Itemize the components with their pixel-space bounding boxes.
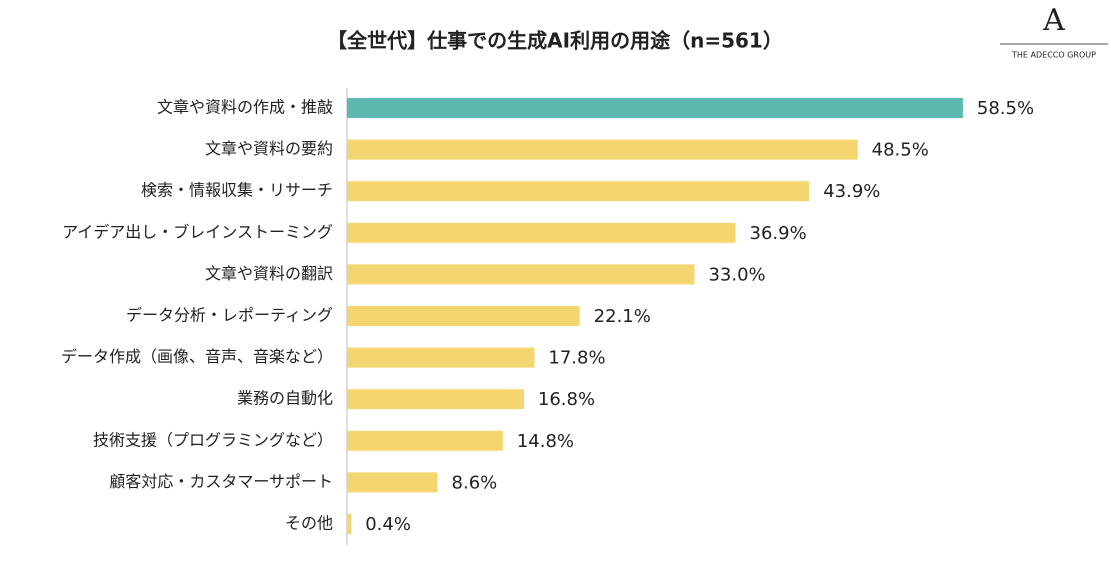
bar: [347, 389, 524, 410]
bar: [347, 264, 695, 285]
category-label: アイデア出し・ブレインストーミング: [62, 222, 333, 241]
value-label: 16.8%: [538, 389, 595, 410]
bar: [347, 347, 535, 368]
logo-mark: A: [1042, 3, 1065, 38]
value-label: 58.5%: [977, 98, 1034, 119]
category-label: 検索・情報収集・リサーチ: [141, 181, 333, 200]
category-label: その他: [285, 514, 333, 533]
bar: [347, 430, 503, 451]
value-label: 33.0%: [708, 264, 765, 285]
value-label: 48.5%: [872, 140, 929, 161]
chart-title: 【全世代】仕事での生成AI利用の用途（n=561）: [327, 29, 783, 53]
value-label: 36.9%: [750, 223, 807, 244]
bar: [347, 222, 736, 243]
value-label: 22.1%: [594, 306, 651, 327]
value-label: 8.6%: [452, 472, 498, 493]
logo-text: THE ADECCO GROUP: [1011, 51, 1096, 60]
category-label: 技術支援（プログラミングなど）: [93, 430, 333, 449]
category-label: 業務の自動化: [237, 389, 333, 408]
category-label: データ分析・レポーティング: [126, 306, 333, 325]
bar: [347, 306, 580, 326]
bar: [347, 472, 438, 493]
category-label: データ作成（画像、音声、音楽など）: [61, 347, 333, 366]
value-label: 14.8%: [517, 431, 574, 452]
category-label: 文章や資料の翻訳: [205, 264, 333, 283]
value-label: 0.4%: [365, 514, 411, 535]
category-label: 顧客対応・カスタマーサポート: [109, 472, 333, 491]
value-label: 17.8%: [548, 348, 605, 369]
category-label: 文章や資料の作成・推敲: [157, 98, 333, 117]
value-label: 43.9%: [823, 181, 880, 202]
category-label: 文章や資料の要約: [205, 139, 333, 158]
bar: [347, 514, 352, 534]
bar: [347, 181, 810, 202]
bar: [347, 98, 963, 118]
bar: [347, 139, 858, 160]
